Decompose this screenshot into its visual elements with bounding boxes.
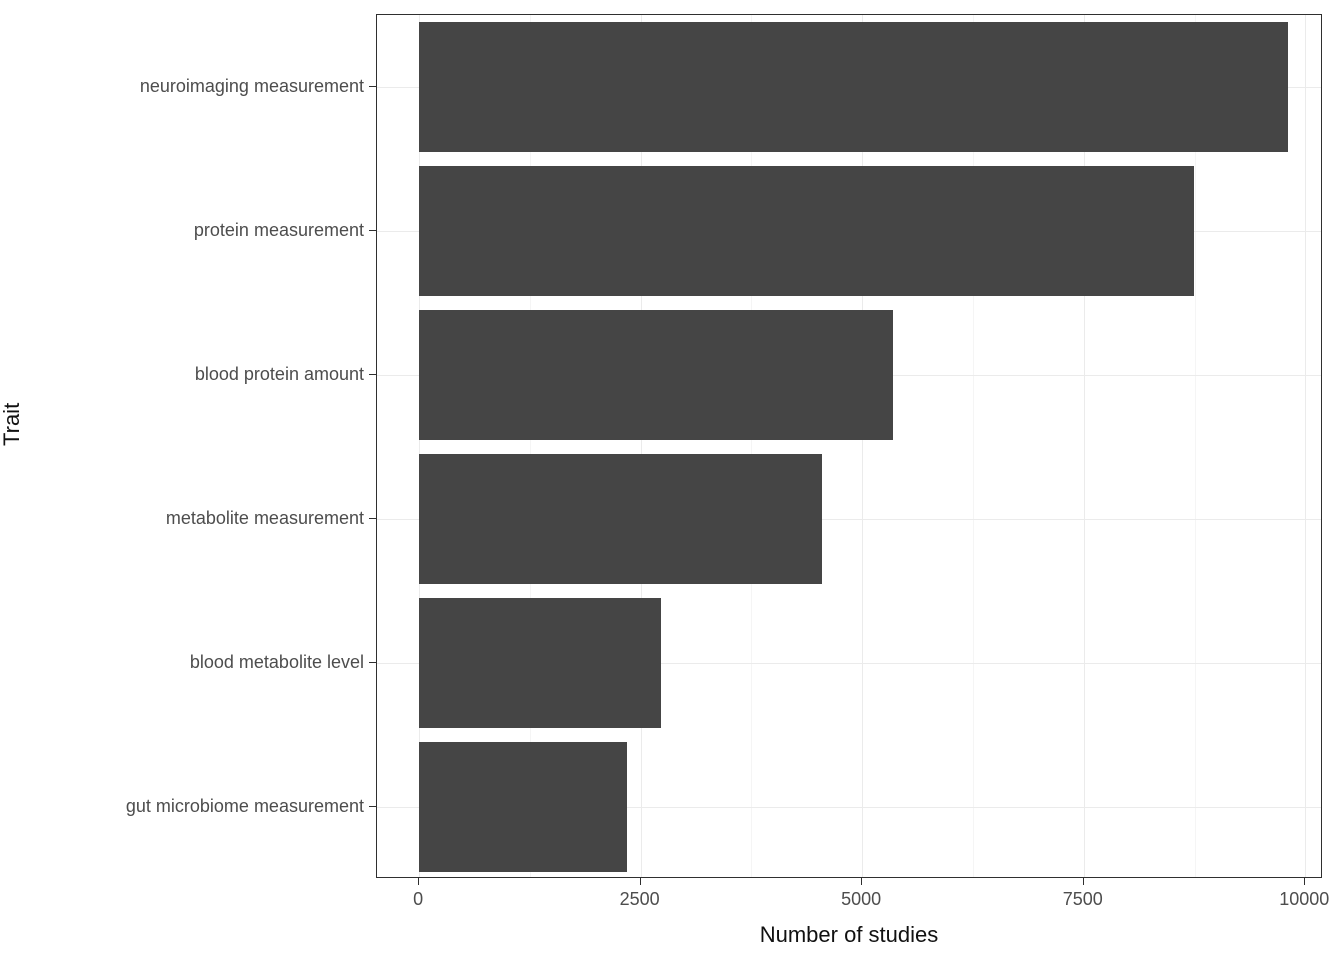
x-tick-mark [1082,878,1084,885]
gridline-major [1305,15,1307,877]
y-tick-mark [369,230,376,231]
y-tick-label: gut microbiome measurement [125,796,364,816]
x-tick-mark [418,878,420,885]
y-tick-label: blood metabolite level [189,652,364,672]
gridline-minor [972,15,974,877]
plot-panel [376,14,1322,878]
x-tick-mark [1304,878,1306,885]
x-tick-mark [639,878,641,885]
bar [419,166,1195,296]
y-tick-label: metabolite measurement [165,508,364,528]
y-tick-mark [369,374,376,375]
y-tick-label: protein measurement [193,220,364,240]
y-tick-label: neuroimaging measurement [139,76,364,96]
y-tick-mark [369,518,376,519]
y-tick-mark [369,806,376,807]
x-tick-label: 10000 [1279,889,1330,909]
bar [419,310,894,440]
gridline-major [419,15,421,877]
x-tick-mark [861,878,863,885]
bar [419,742,628,872]
gridline-major [377,807,1321,808]
gridline-minor [751,15,753,877]
gridline-major [377,663,1321,664]
bar [419,598,661,728]
gridline-minor [529,15,531,877]
x-tick-label: 0 [413,889,424,909]
gridline-major [377,519,1321,520]
x-tick-label: 2500 [619,889,660,909]
x-tick-label: 5000 [841,889,882,909]
bar [419,454,823,584]
y-tick-label: blood protein amount [194,364,364,384]
y-tick-mark [369,86,376,87]
y-tick-mark [369,662,376,663]
gridline-minor [1194,15,1196,877]
y-axis-title: Trait [0,402,24,446]
gridline-major [1083,15,1085,877]
bar [419,22,1288,152]
gridline-major [640,15,642,877]
gridline-major [862,15,864,877]
x-tick-label: 7500 [1062,889,1103,909]
x-axis-title: Number of studies [759,922,939,947]
